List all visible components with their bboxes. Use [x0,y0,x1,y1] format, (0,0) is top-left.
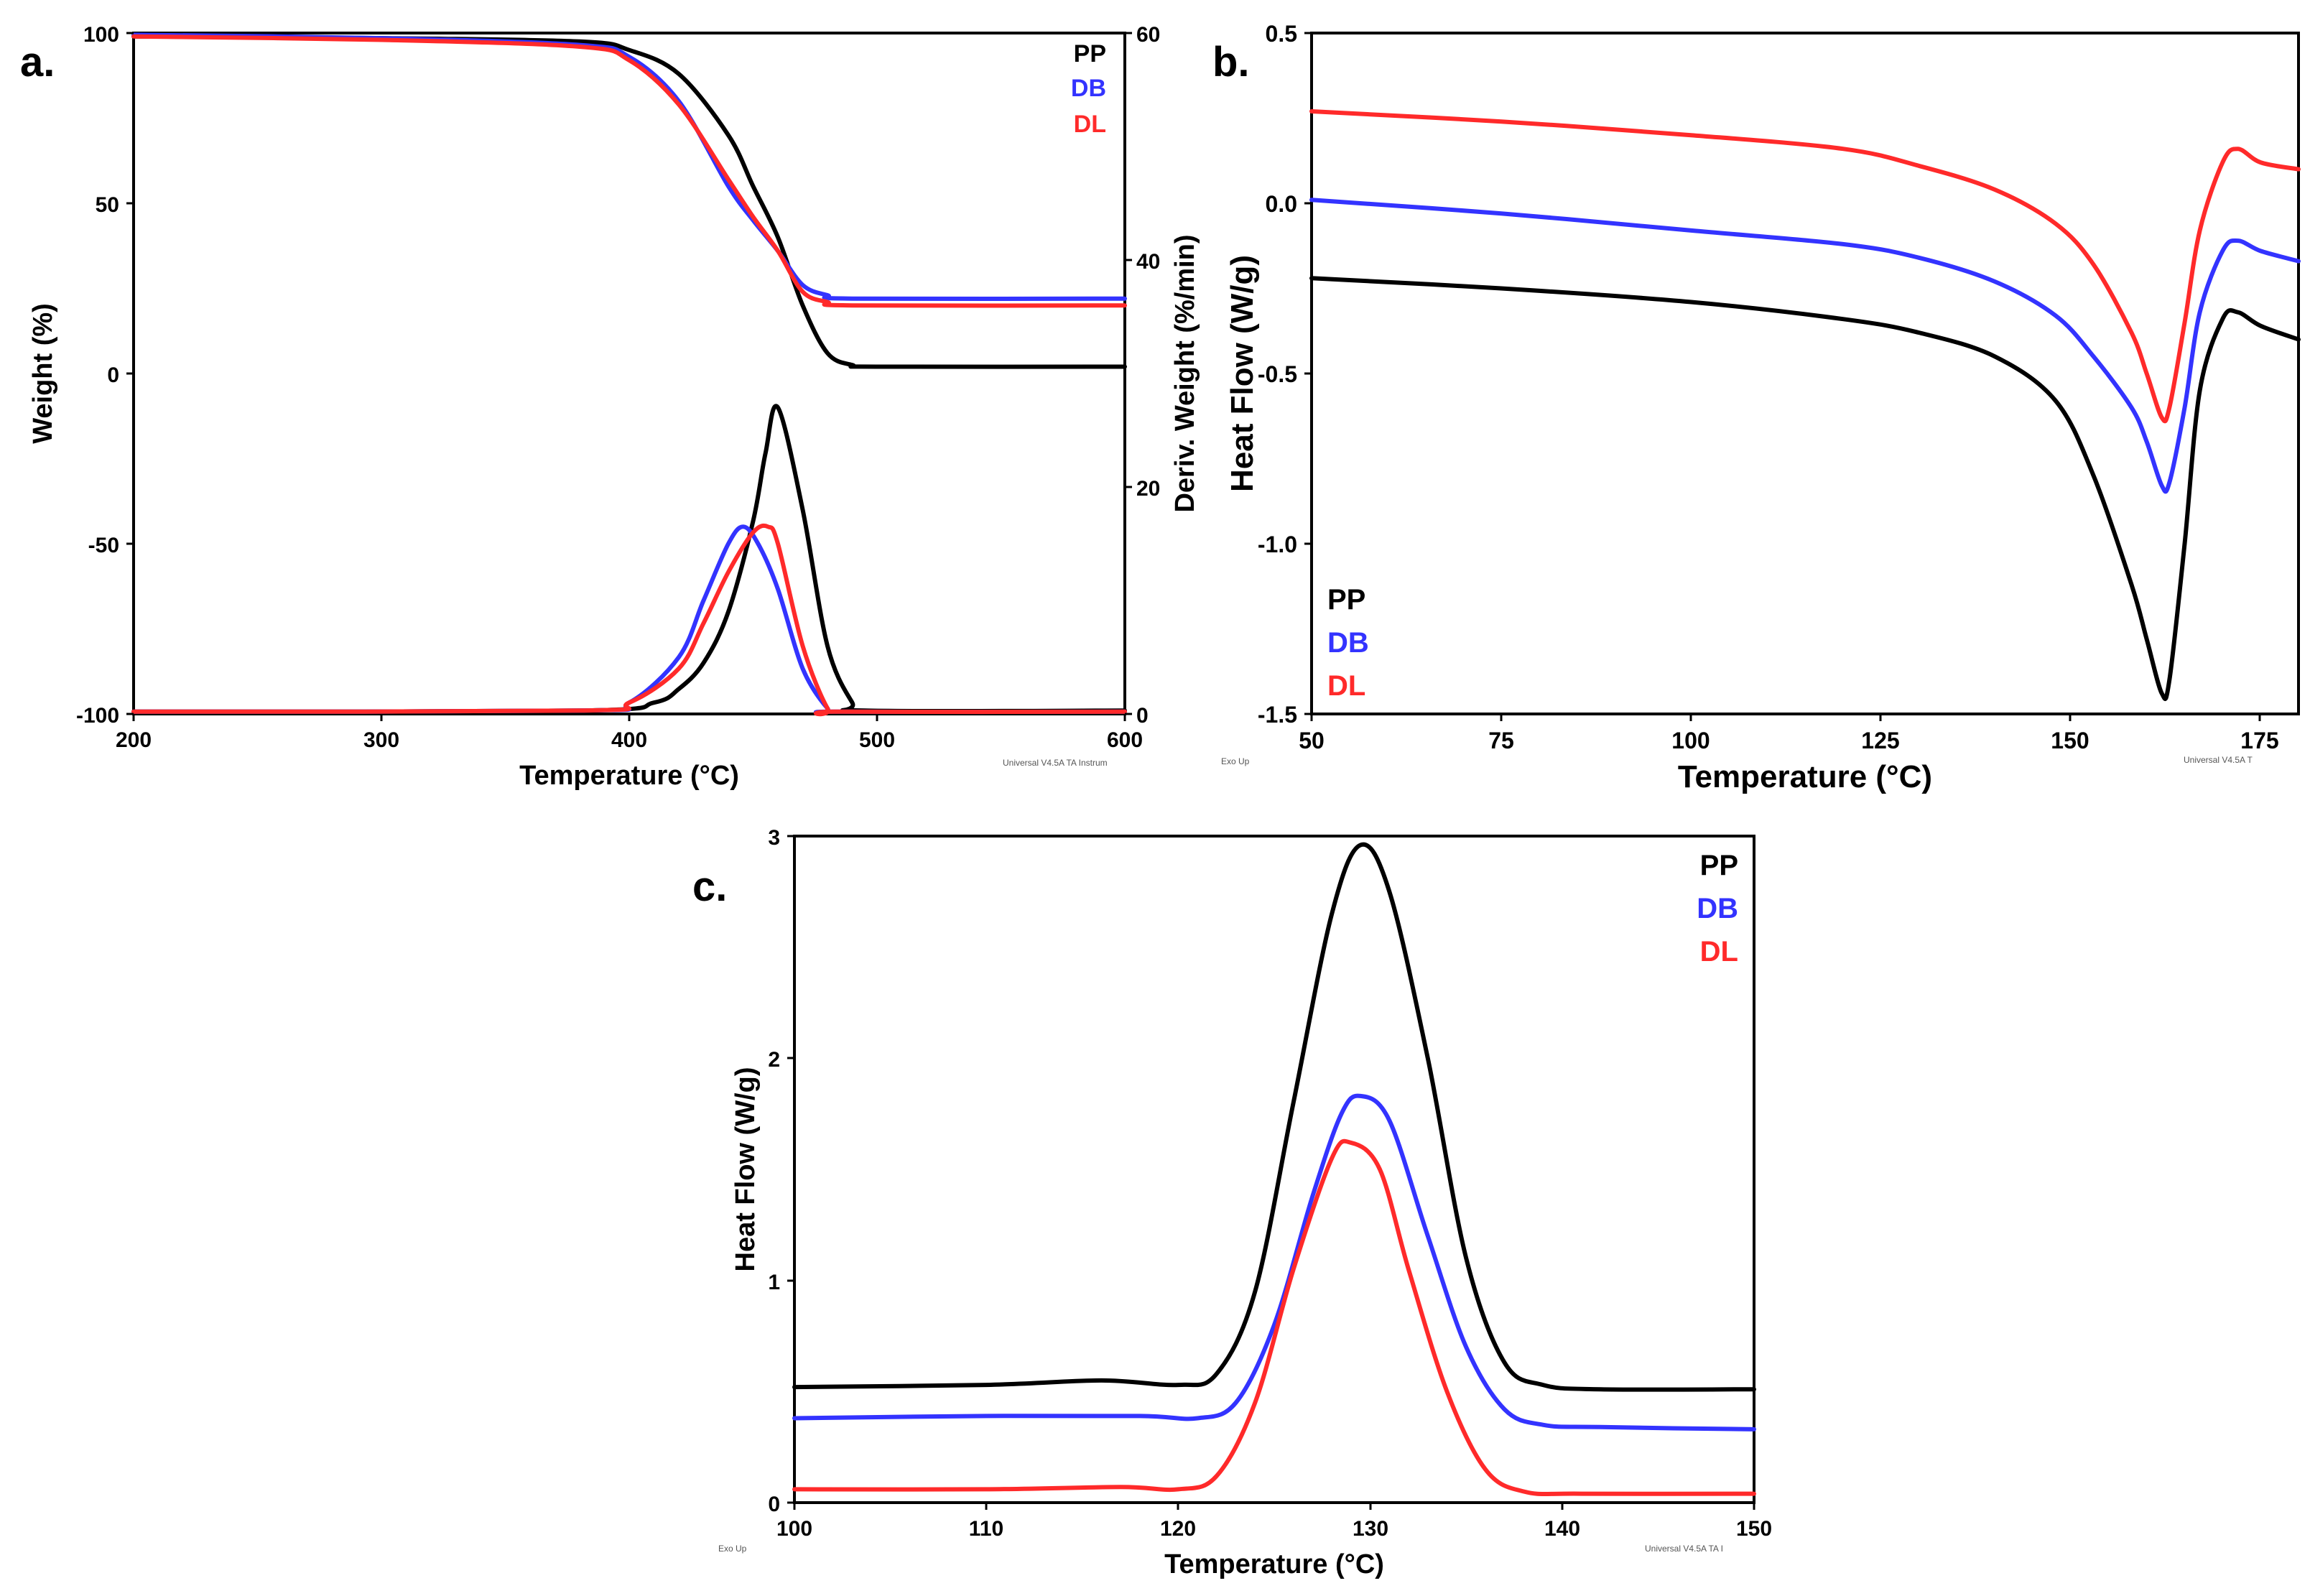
panel-a-xlabel: Temperature (°C) [519,761,739,791]
panel-a-series-db-deriv [131,524,1127,715]
panel-a: a. 100 50 0 -50 -100 60 40 20 0 200 300 … [20,23,1200,791]
panel-c-xtick: 150 [1736,1517,1772,1541]
panel-b-ytick: 0.0 [1266,191,1297,217]
panel-a-ytick: 0 [107,363,119,387]
panel-c-ytick: 1 [768,1271,780,1294]
panel-a-ytick: 100 [83,23,119,47]
panel-a-legend-dl: DL [1074,111,1106,138]
panel-c-legend-dl: DL [1700,936,1738,968]
panel-c-legend-db: DB [1697,893,1738,924]
panel-c-plot-frame [793,835,1755,1504]
panel-a-xtick: 300 [363,728,399,752]
panel-a-y2label: Deriv. Weight (%/min) [1170,234,1200,512]
panel-c-xtick: 100 [776,1517,812,1541]
panel-a-y2tick: 0 [1136,704,1149,728]
panel-b-xtick: 75 [1488,728,1514,753]
panel-a-series-dl-deriv [131,523,1127,717]
panel-b: b. 0.5 0.0 -0.5 -1.0 -1.5 50 75 100 125 … [1212,21,2301,794]
panel-c-xtick: 110 [969,1517,1003,1541]
panel-b-xtick: 175 [2240,728,2278,753]
panel-c-series-dl [792,1138,1756,1496]
panel-c-ytick: 3 [768,826,780,850]
panel-c-legend-pp: PP [1700,850,1738,881]
panel-c-ytick: 0 [768,1493,780,1516]
panel-b-xtick: 50 [1299,728,1325,753]
panel-c-label: c. [692,863,727,910]
panel-a-ytick: -50 [88,534,119,557]
panel-a-ytick: 50 [96,193,119,217]
panel-b-series-dl [1309,109,2301,424]
panel-b-plot-frame [1310,32,2300,715]
panel-a-legend-pp: PP [1074,40,1106,68]
panel-c-series-db [792,1093,1756,1432]
panel-b-legend-db: DB [1327,627,1369,659]
panel-a-label: a. [20,39,55,85]
panel-b-ylabel: Heat Flow (W/g) [1225,255,1260,492]
panel-b-xtick: 150 [2051,728,2089,753]
panel-a-ylabel: Weight (%) [28,303,58,444]
panel-c: c. 3 2 1 0 100 110 120 130 140 150 Tempe… [692,826,1772,1579]
panel-a-xtick: 400 [611,728,647,752]
panel-c-xtick: 120 [1160,1517,1196,1541]
panel-a-legend-db: DB [1071,75,1106,102]
panel-a-series-dl [131,34,1127,308]
panel-b-ytick: -0.5 [1258,361,1297,387]
panel-b-series-db [1309,198,2301,494]
panel-c-ytick: 2 [768,1048,780,1072]
panel-b-ytick: 0.5 [1266,21,1297,47]
panel-a-y2tick: 20 [1136,477,1160,501]
panel-b-xlabel: Temperature (°C) [1678,759,1932,794]
panel-a-y2tick: 40 [1136,250,1160,274]
panel-c-series-pp [792,842,1756,1392]
panel-b-legend-pp: PP [1327,584,1365,616]
panel-a-ytick: -100 [76,704,119,728]
panel-a-series-db [131,32,1127,302]
panel-c-xlabel: Temperature (°C) [1164,1549,1384,1579]
panel-a-series-pp [131,34,1127,369]
panel-a-footer: Universal V4.5A TA Instrum [1003,758,1108,768]
panel-a-xtick: 200 [116,728,152,752]
panel-c-ylabel: Heat Flow (W/g) [730,1067,761,1272]
panel-a-y2tick: 60 [1136,23,1160,47]
panel-c-xtick: 140 [1544,1517,1580,1541]
panel-c-footer: Universal V4.5A TA I [1645,1544,1723,1554]
panel-b-ytick: -1.0 [1258,532,1297,557]
panel-c-xtick: 130 [1353,1517,1388,1541]
panel-c-series [792,842,1756,1496]
panel-b-xtick: 100 [1671,728,1710,753]
panel-b-footer: Universal V4.5A T [2184,755,2253,765]
panel-a-series-pp-deriv [131,404,1127,714]
panel-b-xtick: 125 [1861,728,1899,753]
panel-b-footer-left: Exo Up [1221,756,1250,766]
panel-a-series [131,32,1127,717]
panel-b-ytick: -1.5 [1258,702,1297,728]
panel-b-label: b. [1212,39,1250,85]
panel-a-plot-frame [132,32,1126,715]
panel-a-xtick: 500 [859,728,895,752]
panel-c-footer-left: Exo Up [718,1544,747,1554]
panel-b-series [1309,109,2301,701]
panel-b-legend-dl: DL [1327,670,1365,702]
panel-b-series-pp [1309,276,2301,701]
panel-a-xtick: 600 [1107,728,1143,752]
